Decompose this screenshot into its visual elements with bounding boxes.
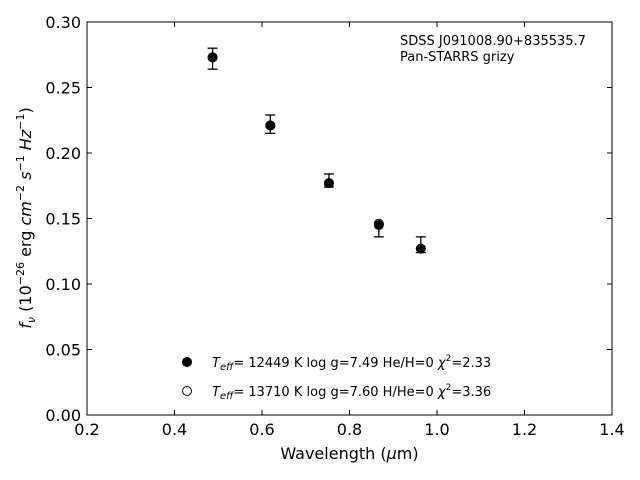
y-tick-label: 0.30 bbox=[45, 13, 81, 32]
model-point-filled bbox=[373, 220, 384, 231]
y-tick-label: 0.25 bbox=[45, 79, 81, 98]
annotation-subtitle: Pan-STARRS grizy bbox=[400, 50, 515, 65]
x-tick-label: 1.4 bbox=[599, 420, 624, 439]
x-tick-label: 1.0 bbox=[424, 420, 449, 439]
x-tick-label: 0.2 bbox=[74, 420, 99, 439]
y-tick-label: 0.05 bbox=[45, 341, 81, 360]
legend-label-1: Teff= 12449 K log g=7.49 He/H=0 χ2=2.33 bbox=[212, 354, 491, 373]
legend: Teff= 12449 K log g=7.49 He/H=0 χ2=2.33 … bbox=[182, 354, 491, 402]
legend-marker-filled bbox=[182, 357, 192, 367]
model-point-filled bbox=[415, 243, 426, 254]
model-point-filled bbox=[265, 120, 276, 131]
data-points bbox=[207, 52, 426, 254]
y-tick-label: 0.15 bbox=[45, 210, 81, 229]
y-axis-label: fν (10−26 erg cm−2 s−1 Hz−1) bbox=[14, 107, 38, 328]
x-tick-label: 0.6 bbox=[249, 420, 274, 439]
x-tick-label: 0.4 bbox=[162, 420, 187, 439]
legend-marker-open bbox=[182, 386, 192, 396]
model-point-filled bbox=[323, 178, 334, 189]
legend-label-2: Teff= 13710 K log g=7.60 H/He=0 χ2=3.36 bbox=[212, 383, 491, 402]
annotation-title: SDSS J091008.90+835535.7 bbox=[400, 34, 586, 49]
model-point-filled bbox=[207, 52, 218, 63]
x-tick-label: 0.8 bbox=[337, 420, 362, 439]
y-tick-label: 0.10 bbox=[45, 275, 81, 294]
y-tick-label: 0.00 bbox=[45, 406, 81, 425]
x-tick-label: 1.2 bbox=[512, 420, 537, 439]
y-tick-label: 0.20 bbox=[45, 144, 81, 163]
ticks: 0.2 0.4 0.6 0.8 1.0 1.2 1.4 0.00 0.05 0.10 0.15 0.2… bbox=[45, 13, 624, 439]
error-bars bbox=[207, 47, 426, 254]
x-axis-label: Wavelength (μm) bbox=[280, 444, 418, 463]
